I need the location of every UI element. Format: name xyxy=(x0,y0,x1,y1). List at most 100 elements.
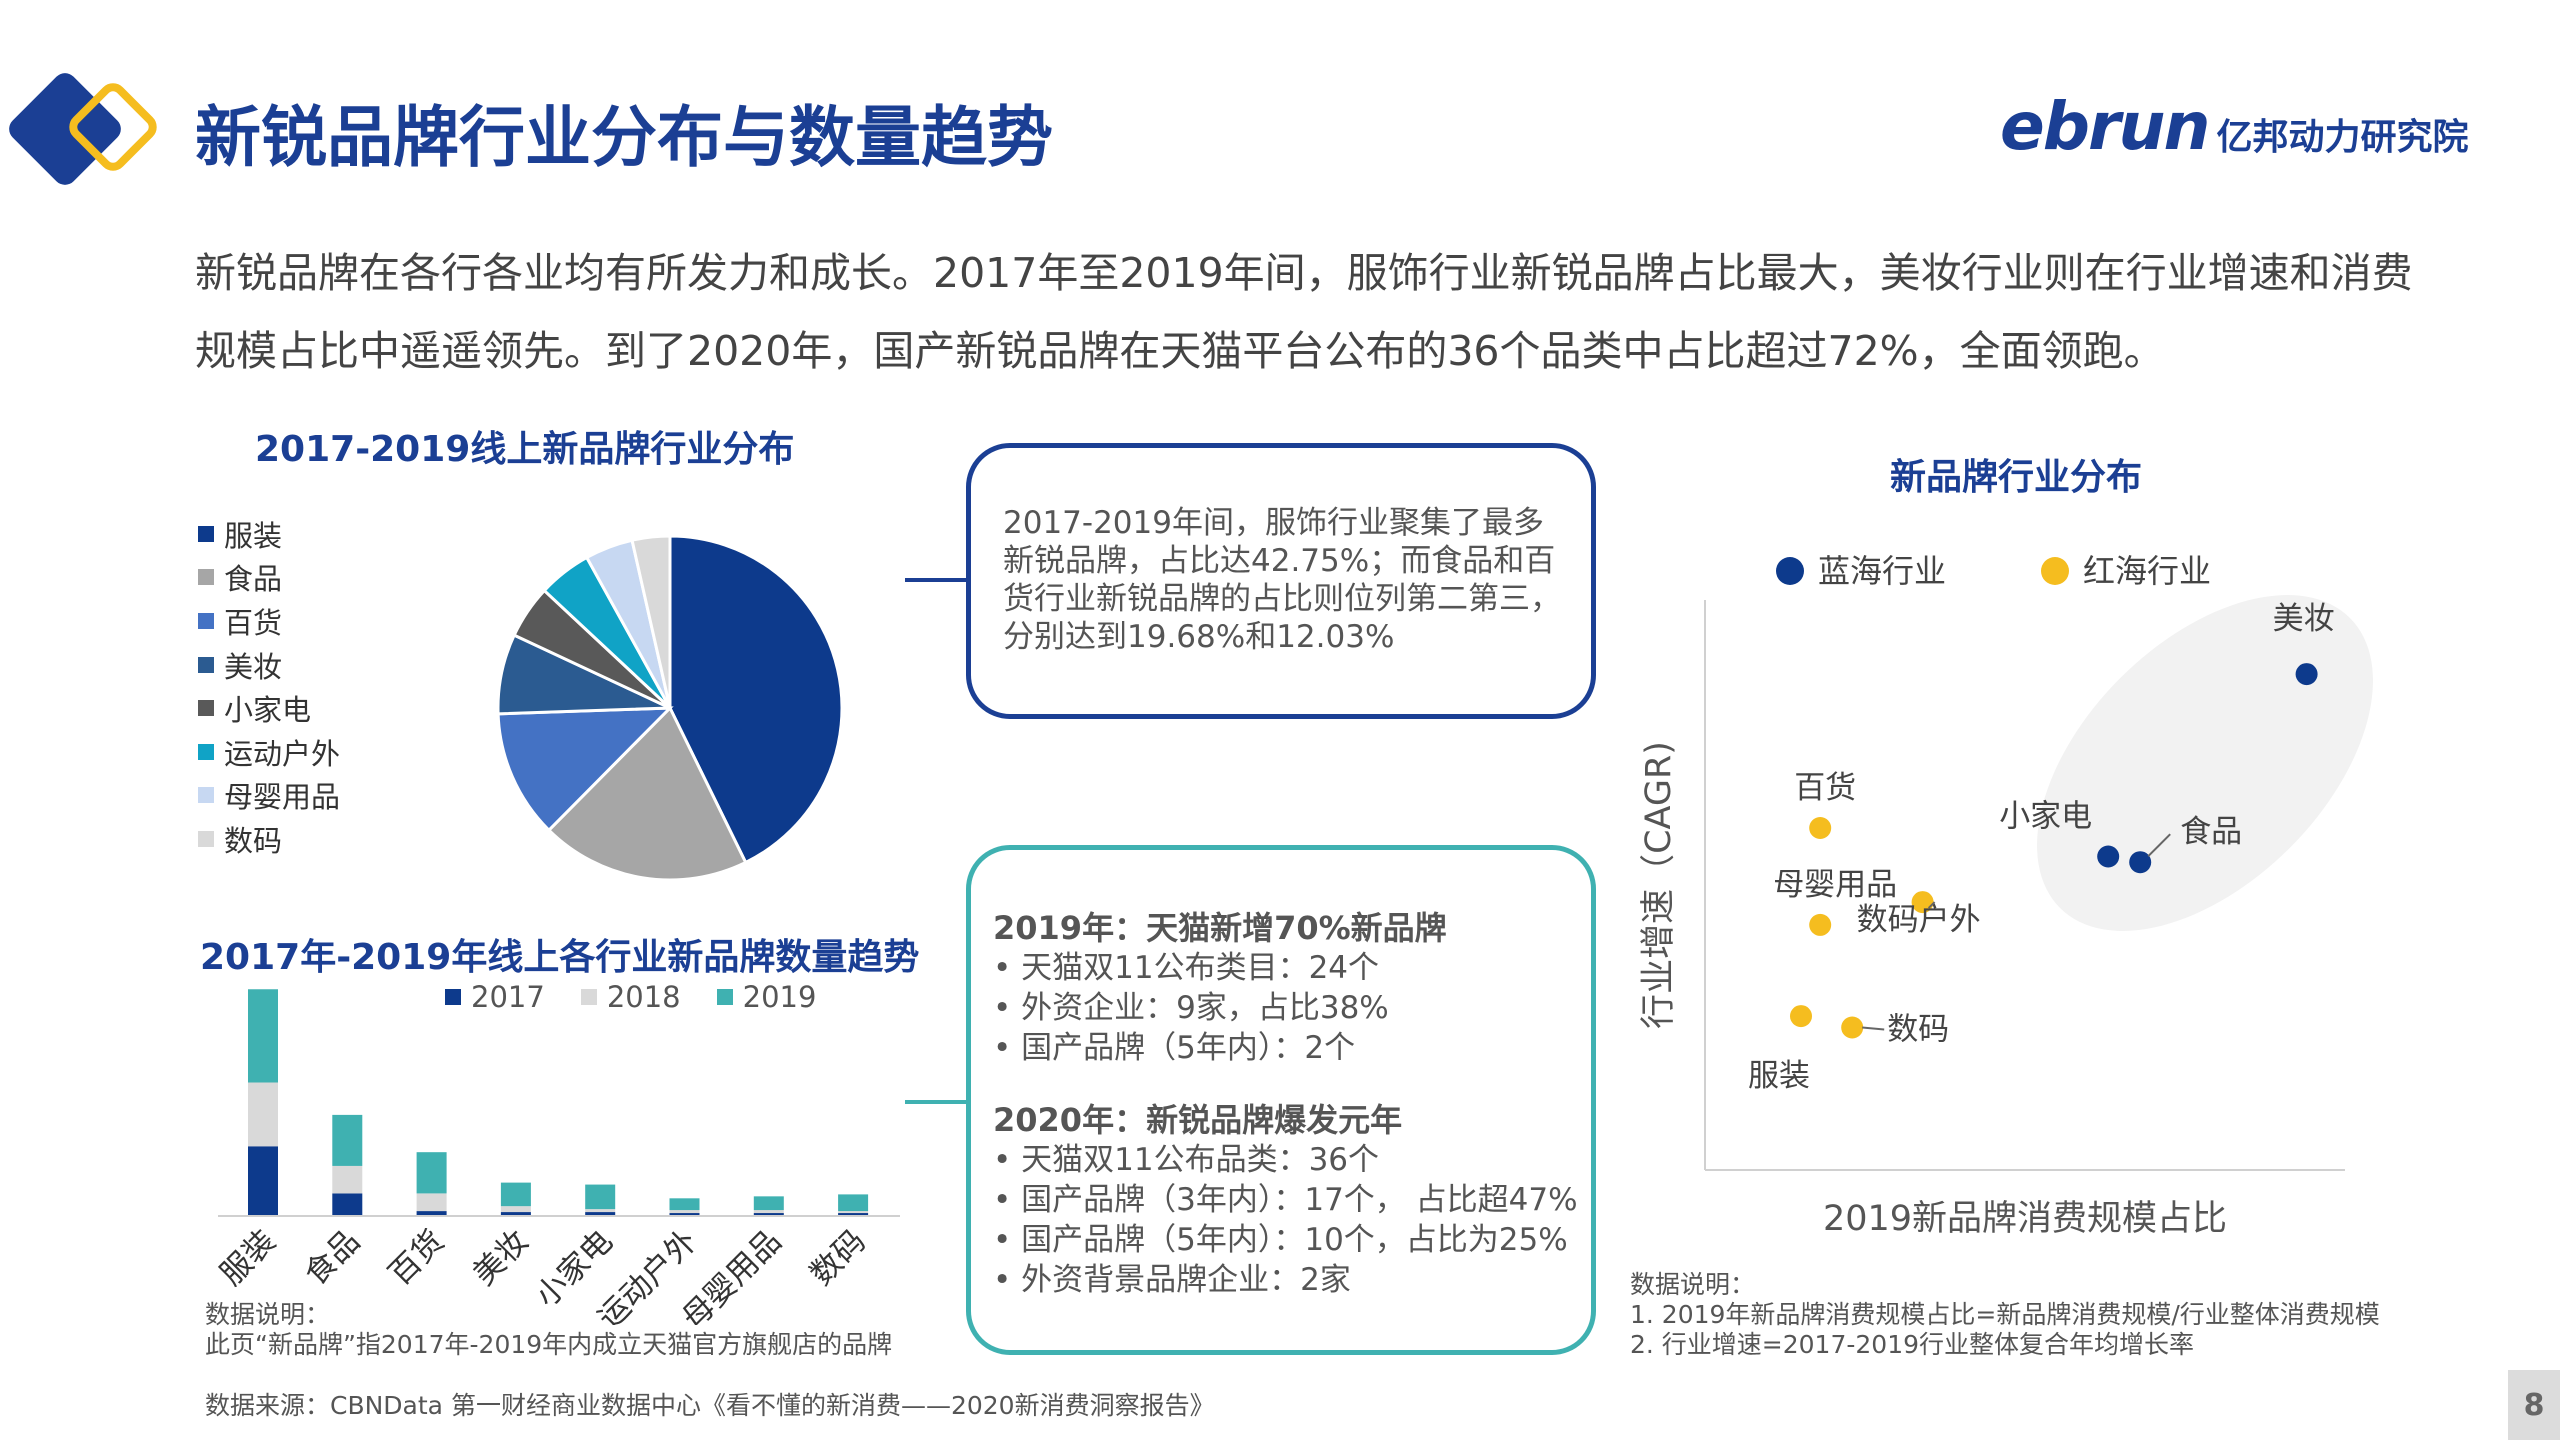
legend-label: 2019 xyxy=(742,980,817,1014)
legend-label: 2018 xyxy=(606,980,681,1014)
page-number: 8 xyxy=(2508,1370,2560,1440)
bar-小家电-2018 xyxy=(585,1209,616,1213)
scatter-point-小家电 xyxy=(2097,845,2120,868)
callout-2-item: • 外资背景品牌企业：2家 xyxy=(993,1262,1351,1298)
legend-swatch xyxy=(198,700,214,717)
bar-美妆-2017 xyxy=(500,1212,531,1215)
legend-swatch xyxy=(198,830,214,847)
bar-食品-2019 xyxy=(332,1114,363,1166)
bar-母婴用品-2017 xyxy=(753,1213,784,1215)
scatter-point-服装 xyxy=(1790,1005,1812,1028)
pie-chart xyxy=(496,534,844,882)
bar-数码-2017 xyxy=(838,1213,869,1215)
callout-2-item: • 国产品牌（3年内）：17个， 占比超47% xyxy=(993,1182,1578,1218)
scatter-point-label: 小家电 xyxy=(1999,799,2092,835)
callout-2-item: • 国产品牌（5年内）：2个 xyxy=(993,1030,1356,1066)
scatter-point-label: 服装 xyxy=(1748,1058,1810,1094)
bar-数码-2018 xyxy=(838,1211,869,1214)
legend-label: 百货 xyxy=(224,605,283,640)
bar-服装-2017 xyxy=(248,1146,278,1215)
bar-tick-label: 数码 xyxy=(803,1223,872,1292)
scatter-point-label: 食品 xyxy=(2180,814,2242,850)
bar-tick-label: 百货 xyxy=(382,1223,451,1292)
pie-chart-title: 2017-2019线上新品牌行业分布 xyxy=(255,429,795,470)
connector-line-2 xyxy=(905,1100,970,1104)
bar-chart-title: 2017年-2019年线上各行业新品牌数量趋势 xyxy=(200,937,920,978)
page-title: 新锐品牌行业分布与数量趋势 xyxy=(195,99,1053,176)
bar-legend-item: 2019 xyxy=(716,980,817,1014)
callout-2-item: • 外资企业：9家，占比38% xyxy=(993,990,1389,1026)
bar-百货-2019 xyxy=(416,1152,447,1194)
pie-legend-item: 小家电 xyxy=(198,686,340,730)
pie-legend-item: 服装 xyxy=(198,512,340,556)
legend-label: 食品 xyxy=(224,562,283,597)
callout-2-item: • 天猫双11公布品类：36个 xyxy=(993,1142,1380,1178)
legend-label: 2017 xyxy=(471,980,545,1014)
pie-legend-item: 数码 xyxy=(198,817,340,861)
note-line: 1. 2019年新品牌消费规模占比=新品牌消费规模/行业整体消费规模 xyxy=(1630,1300,2380,1329)
scatter-legend-label: 蓝海行业 xyxy=(1818,552,1946,590)
legend-swatch xyxy=(198,569,214,586)
scatter-point-百货 xyxy=(1809,817,1832,839)
legend-swatch xyxy=(580,989,597,1005)
scatter-point-label: 百货 xyxy=(1794,770,1856,806)
scatter-xlabel: 2019新品牌消费规模占比 xyxy=(1823,1199,2227,1239)
scatter-point-食品 xyxy=(2129,851,2152,874)
legend-swatch xyxy=(198,787,214,804)
pie-slice-食品 xyxy=(546,705,748,882)
pie-slice-百货 xyxy=(496,706,674,833)
bar-服装-2018 xyxy=(248,1082,278,1147)
bar-美妆-2019 xyxy=(500,1182,531,1207)
bar-tick-label: 食品 xyxy=(298,1223,367,1292)
bar-数码-2019 xyxy=(838,1194,869,1212)
bar-tick-label: 美妆 xyxy=(466,1223,535,1292)
bar-食品-2018 xyxy=(332,1165,363,1194)
scatter-point-label: 数码 xyxy=(1887,1012,1949,1048)
leader-line xyxy=(1927,901,1936,909)
scatter-point-label: 母婴用品 xyxy=(1773,867,1897,903)
leader-line xyxy=(2147,833,2171,857)
bar-小家电-2019 xyxy=(585,1184,616,1210)
bar-运动户外-2017 xyxy=(669,1213,700,1215)
note-line: 2. 行业增速=2017-2019行业整体复合年均增长率 xyxy=(1630,1330,2195,1359)
legend-swatch xyxy=(716,989,733,1005)
bar-legend: 2017 2018 2019 xyxy=(445,980,816,1014)
pie-slice-数码 xyxy=(630,534,672,709)
bar-tick-label: 服装 xyxy=(213,1223,282,1292)
legend-swatch xyxy=(198,525,214,542)
legend-swatch xyxy=(198,656,214,673)
pie-legend-item: 食品 xyxy=(198,556,340,600)
pie-legend-item: 美妆 xyxy=(198,643,340,687)
bar-运动户外-2019 xyxy=(669,1198,700,1211)
bar-美妆-2018 xyxy=(500,1206,531,1213)
intro-text: 新锐品牌在各行各业均有所发力和成长。2017年至2019年间，服饰行业新锐品牌占… xyxy=(195,249,2413,375)
legend-swatch xyxy=(198,743,214,760)
bar-食品-2017 xyxy=(332,1193,363,1215)
bar-运动户外-2018 xyxy=(669,1210,700,1214)
bar-小家电-2017 xyxy=(585,1212,616,1215)
legend-swatch xyxy=(445,989,461,1005)
callout-box-1: 2017-2019年间，服饰行业聚集了最多新锐品牌，占比达42.75%；而食品和… xyxy=(966,443,1596,719)
bar-legend-item: 2018 xyxy=(580,980,681,1014)
brand-logo: ebrun xyxy=(2000,88,2211,165)
scatter-point-美妆 xyxy=(2295,663,2318,686)
legend-label: 母婴用品 xyxy=(224,780,341,815)
scatter-point-label: 美妆 xyxy=(2273,601,2335,637)
scatter-point-label: 数码户外 xyxy=(1857,902,1981,938)
scatter-ylabel: 行业增速（CAGR) xyxy=(1639,741,1679,1029)
callout-1-text: 2017-2019年间，服饰行业聚集了最多新锐品牌，占比达42.75%；而食品和… xyxy=(1003,505,1561,655)
scatter-legend-dot xyxy=(2041,557,2069,585)
callout-2-item: • 天猫双11公布类目：24个 xyxy=(993,950,1380,986)
bar-百货-2018 xyxy=(416,1193,447,1212)
legend-swatch xyxy=(198,612,214,629)
scatter-legend-dot xyxy=(1776,557,1804,585)
scatter-point-数码 xyxy=(1841,1016,1864,1039)
note-line: 数据说明： xyxy=(205,1300,331,1329)
brand-name: 亿邦动力研究院 xyxy=(2216,117,2469,158)
bar-母婴用品-2019 xyxy=(753,1196,784,1211)
legend-label: 服装 xyxy=(224,518,283,553)
legend-label: 美妆 xyxy=(224,649,283,684)
note-line: 数据说明： xyxy=(1630,1270,1756,1299)
